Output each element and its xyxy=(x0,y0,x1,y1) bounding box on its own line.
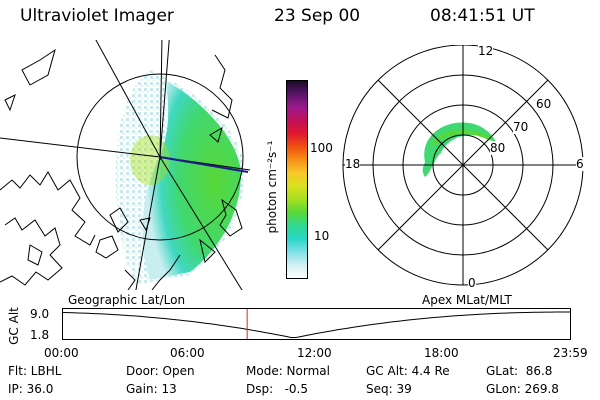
door-info: Door: Open xyxy=(126,364,195,378)
lat-label-60: 60 xyxy=(536,97,552,111)
geographic-map xyxy=(0,40,251,290)
latitude-circle xyxy=(76,73,244,241)
geographic-panel-label: Geographic Lat/Lon xyxy=(68,293,186,307)
altitude-plot-frame xyxy=(62,308,571,340)
aurora-core xyxy=(130,135,170,185)
mlt-label-12: 12 xyxy=(478,44,494,58)
lat-label-80: 80 xyxy=(490,141,506,155)
meridian-marker xyxy=(159,156,249,173)
gain-info: Gain: 13 xyxy=(126,382,177,396)
apex-panel-label: Apex MLat/MLT xyxy=(422,293,512,307)
xtick-2359: 23:59 xyxy=(553,346,588,360)
altitude-curve xyxy=(62,311,571,339)
coastlines xyxy=(0,48,243,290)
colorbar xyxy=(286,80,308,279)
aurora-emission xyxy=(142,80,241,280)
mlt-label-18: 18 xyxy=(345,157,361,171)
altitude-ymax: 9.0 xyxy=(30,307,50,321)
mlt-label-6: 6 xyxy=(576,157,584,171)
mode-info: Mode: Normal xyxy=(246,364,330,378)
instrument-title: Ultraviolet Imager xyxy=(20,6,174,26)
glon-info: GLon: 269.8 xyxy=(486,382,559,396)
xtick-1200: 12:00 xyxy=(297,346,332,360)
date-label: 23 Sep 00 xyxy=(274,6,361,26)
time-label: 08:41:51 UT xyxy=(430,6,535,26)
glat-info: GLat: 86.8 xyxy=(486,364,553,378)
dsp-info: Dsp: -0.5 xyxy=(246,382,309,396)
lat-label-70: 70 xyxy=(513,120,529,134)
mlt-label-0: 0 xyxy=(468,276,476,290)
apex-polar-plot xyxy=(342,45,584,286)
colorbar-label: photon cm⁻²s⁻¹ xyxy=(265,140,279,234)
filter-info: Flt: LBHL xyxy=(8,364,62,378)
colorbar-tick-10: 10 xyxy=(314,229,330,243)
xtick-0600: 06:00 xyxy=(170,346,205,360)
colorbar-tick-100: 100 xyxy=(310,141,333,155)
ip-info: IP: 36.0 xyxy=(8,382,54,396)
xtick-0000: 00:00 xyxy=(44,346,79,360)
xtick-1800: 18:00 xyxy=(424,346,459,360)
gc-alt-info: GC Alt: 4.4 Re xyxy=(366,364,450,378)
colorbar-gradient xyxy=(287,81,307,278)
altitude-ymin: 1.8 xyxy=(30,328,50,342)
altitude-ylabel: GC Alt xyxy=(7,307,21,345)
seq-info: Seq: 39 xyxy=(366,382,412,396)
altitude-plot xyxy=(62,308,571,340)
